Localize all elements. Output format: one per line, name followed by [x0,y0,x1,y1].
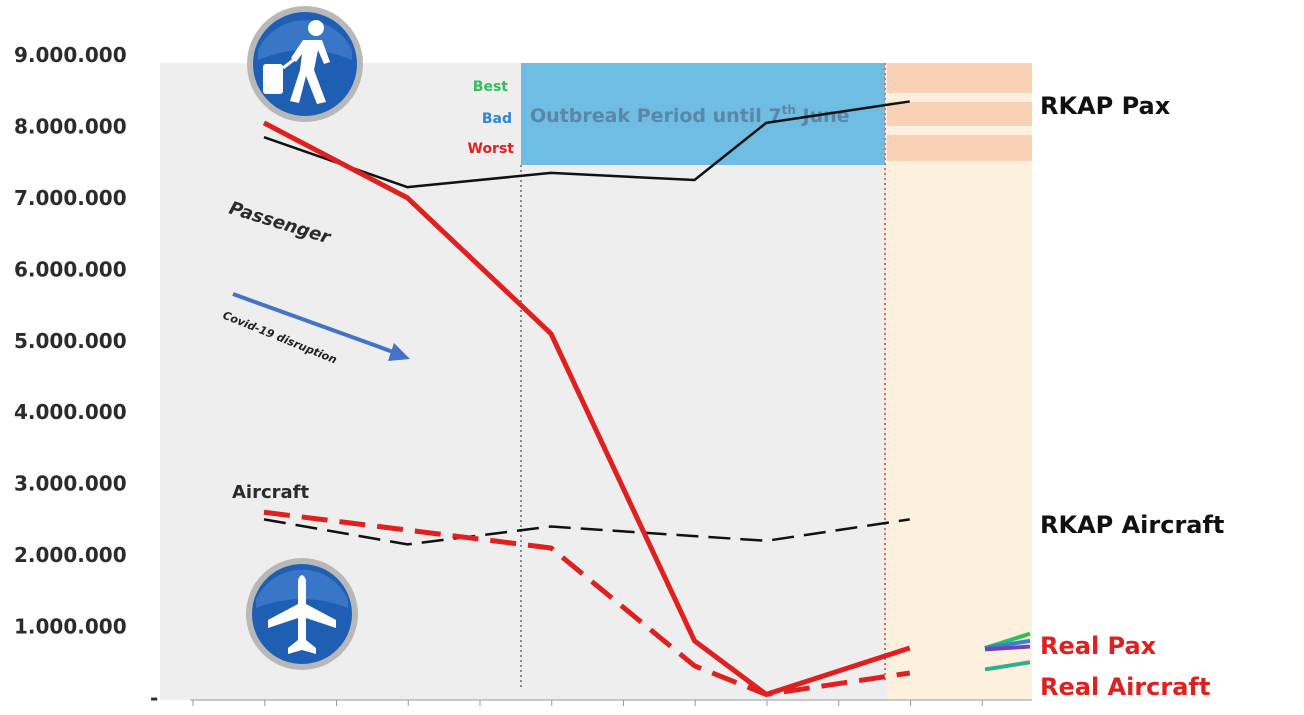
y-tick-label: 6.000.000 [14,257,127,281]
outbreak-label-end: June [796,105,850,127]
y-tick-label: 8.000.000 [14,114,127,138]
legend-worst: Worst [468,141,515,157]
outbreak-label-sup: th [782,103,796,117]
series-layer [262,100,911,697]
series-line-real-aircraft [263,509,911,697]
y-tick-label: 2.000.000 [14,543,127,567]
y-tick-label: 7.000.000 [14,186,127,210]
forecast-band-3 [887,135,1032,161]
outbreak-label: Outbreak Period until 7th June [530,103,850,127]
series-label-rkap-pax: RKAP Pax [1040,92,1171,120]
y-tick-label: 3.000.000 [14,472,127,496]
disruption-arrow [232,292,410,361]
y-tick-label: 1.000.000 [14,615,127,639]
y-tick-label: 5.000.000 [14,329,127,353]
x-axis-ticks [192,700,983,706]
series-label-rkap-aircraft: RKAP Aircraft [1040,511,1224,539]
scenario-tip [984,660,1031,672]
series-line-rkap-aircraft [263,518,910,546]
series-line-real-pax [262,120,911,697]
legend-best: Best [473,79,508,95]
scenario-tip [984,638,1031,650]
scenario-tip [984,644,1031,652]
forecast-band-2 [887,102,1032,126]
outbreak-label-main: Outbreak Period until 7 [530,105,782,127]
legend-bad: Bad [482,111,512,127]
scenario-layer [984,631,1031,672]
series-label-real-pax: Real Pax [1040,632,1157,660]
series-label-real-aircraft: Real Aircraft [1040,673,1210,701]
aircraft-label: Aircraft [232,482,310,503]
y-tick-label: 4.000.000 [14,400,127,424]
airplane-icon [246,558,358,670]
forecast-band-1 [887,63,1032,93]
passenger-icon [247,6,363,122]
y-axis-ticks: 9.000.000 8.000.000 7.000.000 6.000.000 5.00… [14,43,158,710]
forecast-region [887,63,1032,700]
y-tick-label: - [150,686,158,710]
y-tick-label: 9.000.000 [14,43,127,67]
series-line-rkap-pax [263,100,910,189]
